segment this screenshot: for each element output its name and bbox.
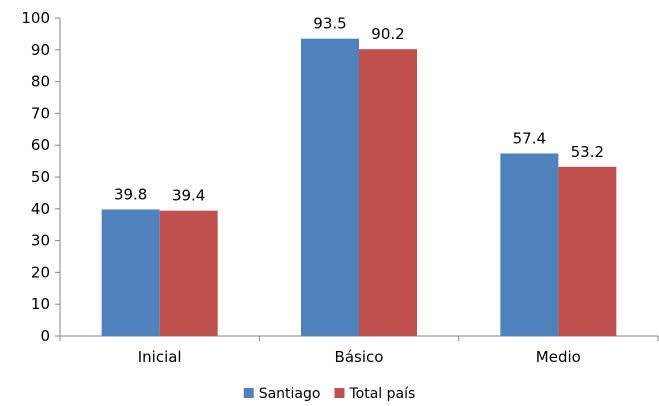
y-tick-label: 70 — [31, 104, 50, 122]
y-tick-label: 50 — [31, 168, 50, 186]
y-tick-label: 60 — [31, 136, 50, 154]
x-tick-label: Medio — [536, 348, 581, 366]
bar-santiago-b-sico — [301, 38, 359, 337]
legend: Santiago Total país — [243, 386, 415, 402]
x-tick-label: Inicial — [138, 348, 182, 366]
data-label: 39.4 — [172, 187, 205, 205]
bars — [101, 38, 617, 337]
legend-swatch — [243, 388, 254, 398]
data-label: 90.2 — [371, 25, 404, 43]
legend-label: Santiago — [259, 386, 321, 402]
y-tick-label: 30 — [31, 232, 50, 250]
y-tick-label: 40 — [31, 200, 50, 218]
data-labels: 39.8 93.5 57.4 39.4 90.2 53.2 — [114, 15, 604, 205]
legend-swatch — [334, 388, 345, 398]
bar-total-pa-s-b-sico — [359, 49, 417, 336]
bar-santiago-inicial — [101, 209, 160, 336]
y-tick-label: 10 — [31, 295, 50, 313]
data-label: 57.4 — [513, 129, 546, 147]
x-tick-label: Básico — [335, 348, 384, 366]
x-axis: Inicial Básico Medio — [59, 335, 659, 366]
y-tick-label: 100 — [21, 9, 50, 27]
y-tick-label: 0 — [40, 327, 50, 345]
data-label: 39.8 — [114, 185, 147, 203]
y-tick-label: 90 — [31, 41, 50, 59]
bar-total-pa-s-inicial — [159, 210, 218, 336]
bar-santiago-medio — [500, 153, 559, 336]
data-label: 53.2 — [571, 143, 604, 161]
data-label: 93.5 — [313, 15, 346, 33]
y-tick-label: 80 — [31, 73, 50, 91]
y-axis: 0 10 20 30 40 50 60 70 80 90 100 — [21, 9, 61, 345]
legend-label: Total país — [348, 386, 415, 402]
bar-total-pa-s-medio — [558, 166, 617, 336]
y-tick-label: 20 — [31, 263, 50, 281]
